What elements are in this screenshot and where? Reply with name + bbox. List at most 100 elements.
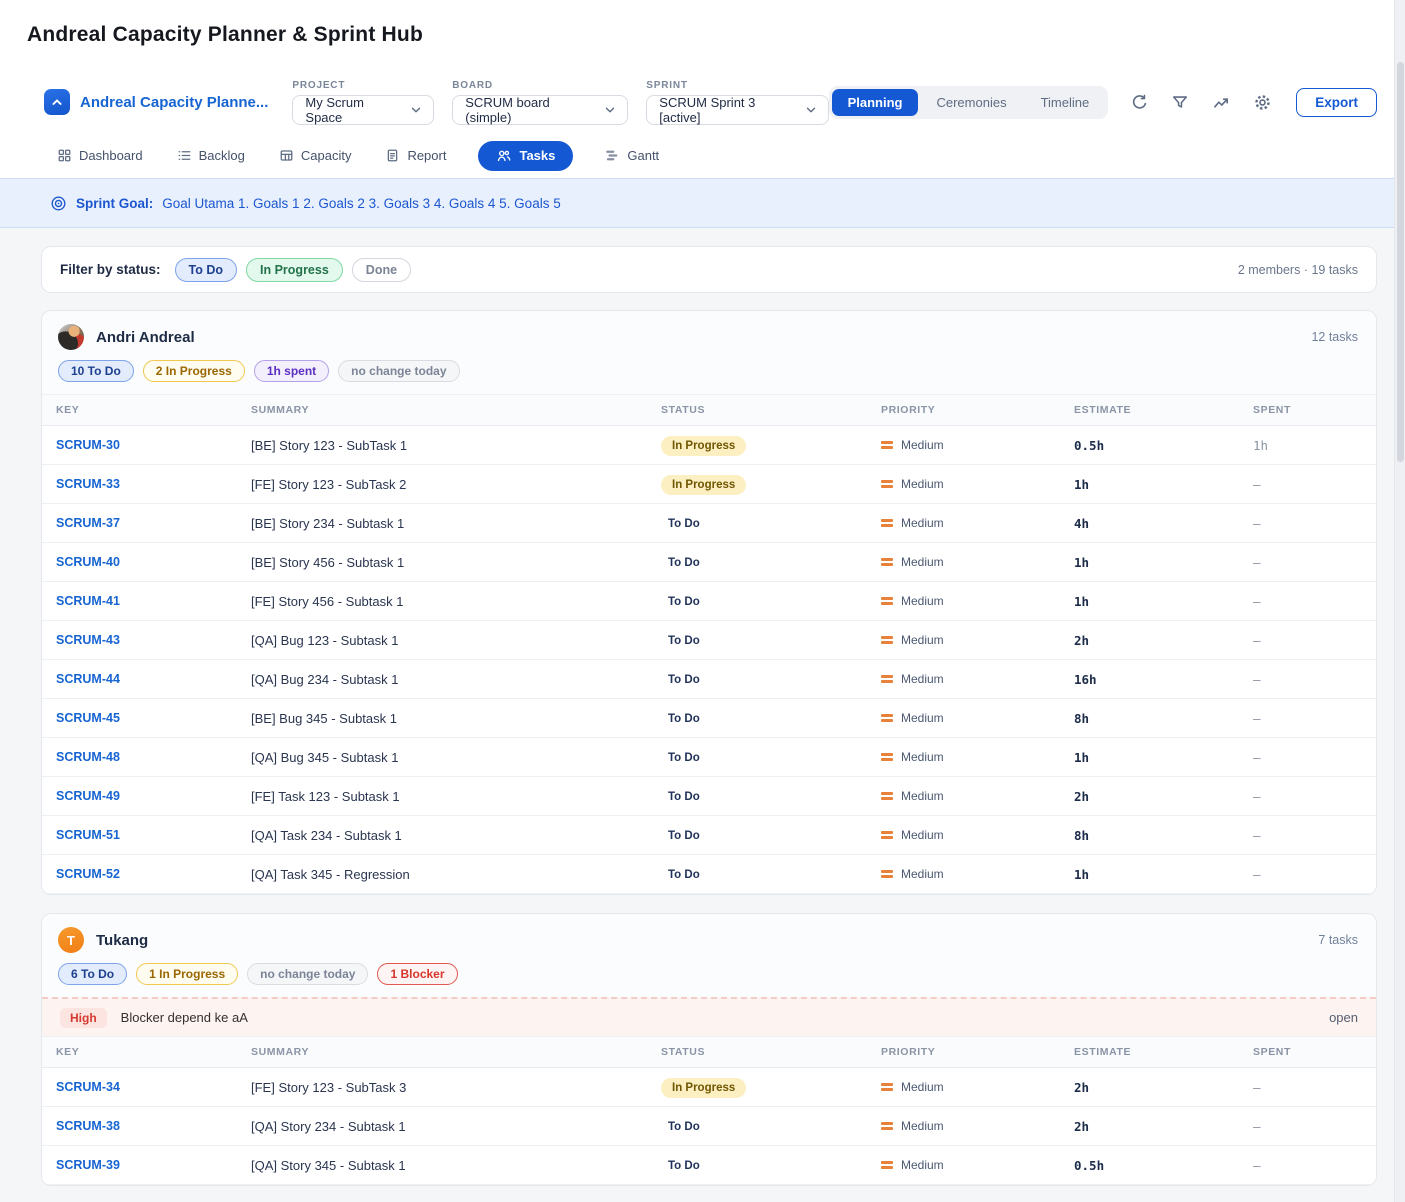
filter-chip-to-do[interactable]: To Do bbox=[175, 258, 237, 282]
chevron-down-icon bbox=[409, 103, 423, 117]
filter-chip-done[interactable]: Done bbox=[352, 258, 411, 282]
blocker-row[interactable]: High Blocker depend ke aA open bbox=[42, 997, 1376, 1036]
task-key-link[interactable]: SCRUM-41 bbox=[56, 594, 120, 608]
avatar-photo bbox=[58, 324, 84, 350]
task-estimate: 1h bbox=[1074, 555, 1253, 570]
filter-chip-in-progress[interactable]: In Progress bbox=[246, 258, 343, 282]
status-text: To Do bbox=[661, 635, 700, 647]
task-key-link[interactable]: SCRUM-39 bbox=[56, 1158, 120, 1172]
nav-tab-gantt[interactable]: Gantt bbox=[603, 142, 661, 169]
task-row[interactable]: SCRUM-44[QA] Bug 234 - Subtask 1To DoMed… bbox=[42, 660, 1376, 699]
trend-icon[interactable] bbox=[1212, 93, 1231, 112]
project-selector: PROJECT My Scrum Space bbox=[292, 80, 434, 125]
task-row[interactable]: SCRUM-43[QA] Bug 123 - Subtask 1To DoMed… bbox=[42, 621, 1376, 660]
task-key-link[interactable]: SCRUM-44 bbox=[56, 672, 120, 686]
task-row[interactable]: SCRUM-51[QA] Task 234 - Subtask 1To DoMe… bbox=[42, 816, 1376, 855]
settings-icon[interactable] bbox=[1253, 93, 1272, 112]
task-summary: [QA] Bug 345 - Subtask 1 bbox=[251, 750, 661, 765]
task-key-link[interactable]: SCRUM-51 bbox=[56, 828, 120, 842]
priority-label: Medium bbox=[901, 1080, 944, 1094]
priority-medium-icon bbox=[881, 597, 893, 605]
task-row[interactable]: SCRUM-39[QA] Story 345 - Subtask 1To DoM… bbox=[42, 1146, 1376, 1185]
task-spent: – bbox=[1253, 1080, 1376, 1095]
app-logo[interactable] bbox=[44, 89, 70, 115]
task-summary: [QA] Task 234 - Subtask 1 bbox=[251, 828, 661, 843]
task-key-link[interactable]: SCRUM-30 bbox=[56, 438, 120, 452]
task-priority: Medium bbox=[881, 594, 1074, 608]
app-name[interactable]: Andreal Capacity Planne... bbox=[80, 94, 268, 111]
column-header-priority: PRIORITY bbox=[881, 1046, 1074, 1058]
task-spent: – bbox=[1253, 555, 1376, 570]
filter-icon[interactable] bbox=[1171, 93, 1190, 112]
task-key-link[interactable]: SCRUM-34 bbox=[56, 1080, 120, 1094]
nav-tab-tasks[interactable]: Tasks bbox=[478, 141, 573, 171]
task-row[interactable]: SCRUM-52[QA] Task 345 - RegressionTo DoM… bbox=[42, 855, 1376, 894]
board-select[interactable]: SCRUM board (simple) bbox=[452, 95, 628, 125]
task-spent: – bbox=[1253, 867, 1376, 882]
page-title: Andreal Capacity Planner & Sprint Hub bbox=[0, 0, 1405, 47]
task-priority: Medium bbox=[881, 438, 1074, 452]
task-key-link[interactable]: SCRUM-48 bbox=[56, 750, 120, 764]
priority-label: Medium bbox=[901, 750, 944, 764]
task-estimate: 2h bbox=[1074, 789, 1253, 804]
member-badge-no-change-today: no change today bbox=[338, 360, 459, 382]
task-summary: [FE] Story 456 - Subtask 1 bbox=[251, 594, 661, 609]
task-estimate: 1h bbox=[1074, 477, 1253, 492]
task-key-link[interactable]: SCRUM-40 bbox=[56, 555, 120, 569]
member-name: Tukang bbox=[96, 932, 148, 949]
view-tab-ceremonies[interactable]: Ceremonies bbox=[920, 89, 1022, 116]
view-tab-timeline[interactable]: Timeline bbox=[1025, 89, 1106, 116]
task-key-link[interactable]: SCRUM-38 bbox=[56, 1119, 120, 1133]
task-priority: Medium bbox=[881, 1119, 1074, 1133]
member-tasks-count: 12 tasks bbox=[1311, 330, 1358, 344]
export-button[interactable]: Export bbox=[1296, 88, 1377, 117]
filter-label: Filter by status: bbox=[60, 262, 161, 277]
sprint-select[interactable]: SCRUM Sprint 3 [active] bbox=[646, 95, 828, 125]
status-text: To Do bbox=[661, 830, 700, 842]
scrollbar-thumb[interactable] bbox=[1397, 62, 1404, 462]
task-row[interactable]: SCRUM-48[QA] Bug 345 - Subtask 1To DoMed… bbox=[42, 738, 1376, 777]
task-priority: Medium bbox=[881, 789, 1074, 803]
filter-bar: Filter by status: To DoIn ProgressDone 2… bbox=[41, 246, 1377, 293]
nav-tab-capacity[interactable]: Capacity bbox=[277, 142, 354, 169]
column-header-summary: SUMMARY bbox=[251, 404, 661, 416]
task-key-link[interactable]: SCRUM-49 bbox=[56, 789, 120, 803]
task-row[interactable]: SCRUM-34[FE] Story 123 - SubTask 3In Pro… bbox=[42, 1068, 1376, 1107]
nav-tab-report[interactable]: Report bbox=[383, 142, 448, 169]
task-key-link[interactable]: SCRUM-33 bbox=[56, 477, 120, 491]
task-row[interactable]: SCRUM-41[FE] Story 456 - Subtask 1To DoM… bbox=[42, 582, 1376, 621]
filter-chips: To Do In Progress Done bbox=[175, 258, 412, 282]
task-key-link[interactable]: SCRUM-43 bbox=[56, 633, 120, 647]
status-text: To Do bbox=[661, 869, 700, 881]
status-badge: In Progress bbox=[661, 475, 746, 495]
target-icon bbox=[50, 195, 67, 212]
task-row[interactable]: SCRUM-38[QA] Story 234 - Subtask 1To DoM… bbox=[42, 1107, 1376, 1146]
task-row[interactable]: SCRUM-45[BE] Bug 345 - Subtask 1To DoMed… bbox=[42, 699, 1376, 738]
nav-tab-backlog[interactable]: Backlog bbox=[175, 142, 247, 169]
table-body: SCRUM-34[FE] Story 123 - SubTask 3In Pro… bbox=[42, 1068, 1376, 1185]
refresh-icon[interactable] bbox=[1130, 93, 1149, 112]
task-key-link[interactable]: SCRUM-45 bbox=[56, 711, 120, 725]
priority-medium-icon bbox=[881, 1122, 893, 1130]
task-spent: – bbox=[1253, 1119, 1376, 1134]
task-key-link[interactable]: SCRUM-37 bbox=[56, 516, 120, 530]
view-tab-group: PlanningCeremoniesTimeline bbox=[829, 86, 1109, 119]
task-row[interactable]: SCRUM-30[BE] Story 123 - SubTask 1In Pro… bbox=[42, 426, 1376, 465]
member-badges: 10 To Do2 In Progress1h spentno change t… bbox=[58, 360, 1358, 382]
nav-tab-dashboard[interactable]: Dashboard bbox=[55, 142, 145, 169]
task-row[interactable]: SCRUM-40[BE] Story 456 - Subtask 1To DoM… bbox=[42, 543, 1376, 582]
column-header-estimate: ESTIMATE bbox=[1074, 1046, 1253, 1058]
view-tab-planning[interactable]: Planning bbox=[832, 89, 919, 116]
priority-medium-icon bbox=[881, 675, 893, 683]
task-row[interactable]: SCRUM-37[BE] Story 234 - Subtask 1To DoM… bbox=[42, 504, 1376, 543]
task-row[interactable]: SCRUM-33[FE] Story 123 - SubTask 2In Pro… bbox=[42, 465, 1376, 504]
column-header-status: STATUS bbox=[661, 1046, 881, 1058]
task-key-link[interactable]: SCRUM-52 bbox=[56, 867, 120, 881]
scrollbar[interactable] bbox=[1394, 0, 1405, 1202]
board-selector: BOARD SCRUM board (simple) bbox=[452, 80, 628, 125]
task-row[interactable]: SCRUM-49[FE] Task 123 - Subtask 1To DoMe… bbox=[42, 777, 1376, 816]
task-estimate: 1h bbox=[1074, 750, 1253, 765]
project-select[interactable]: My Scrum Space bbox=[292, 95, 434, 125]
sprint-goal-label: Sprint Goal: bbox=[76, 196, 153, 211]
task-spent: – bbox=[1253, 594, 1376, 609]
